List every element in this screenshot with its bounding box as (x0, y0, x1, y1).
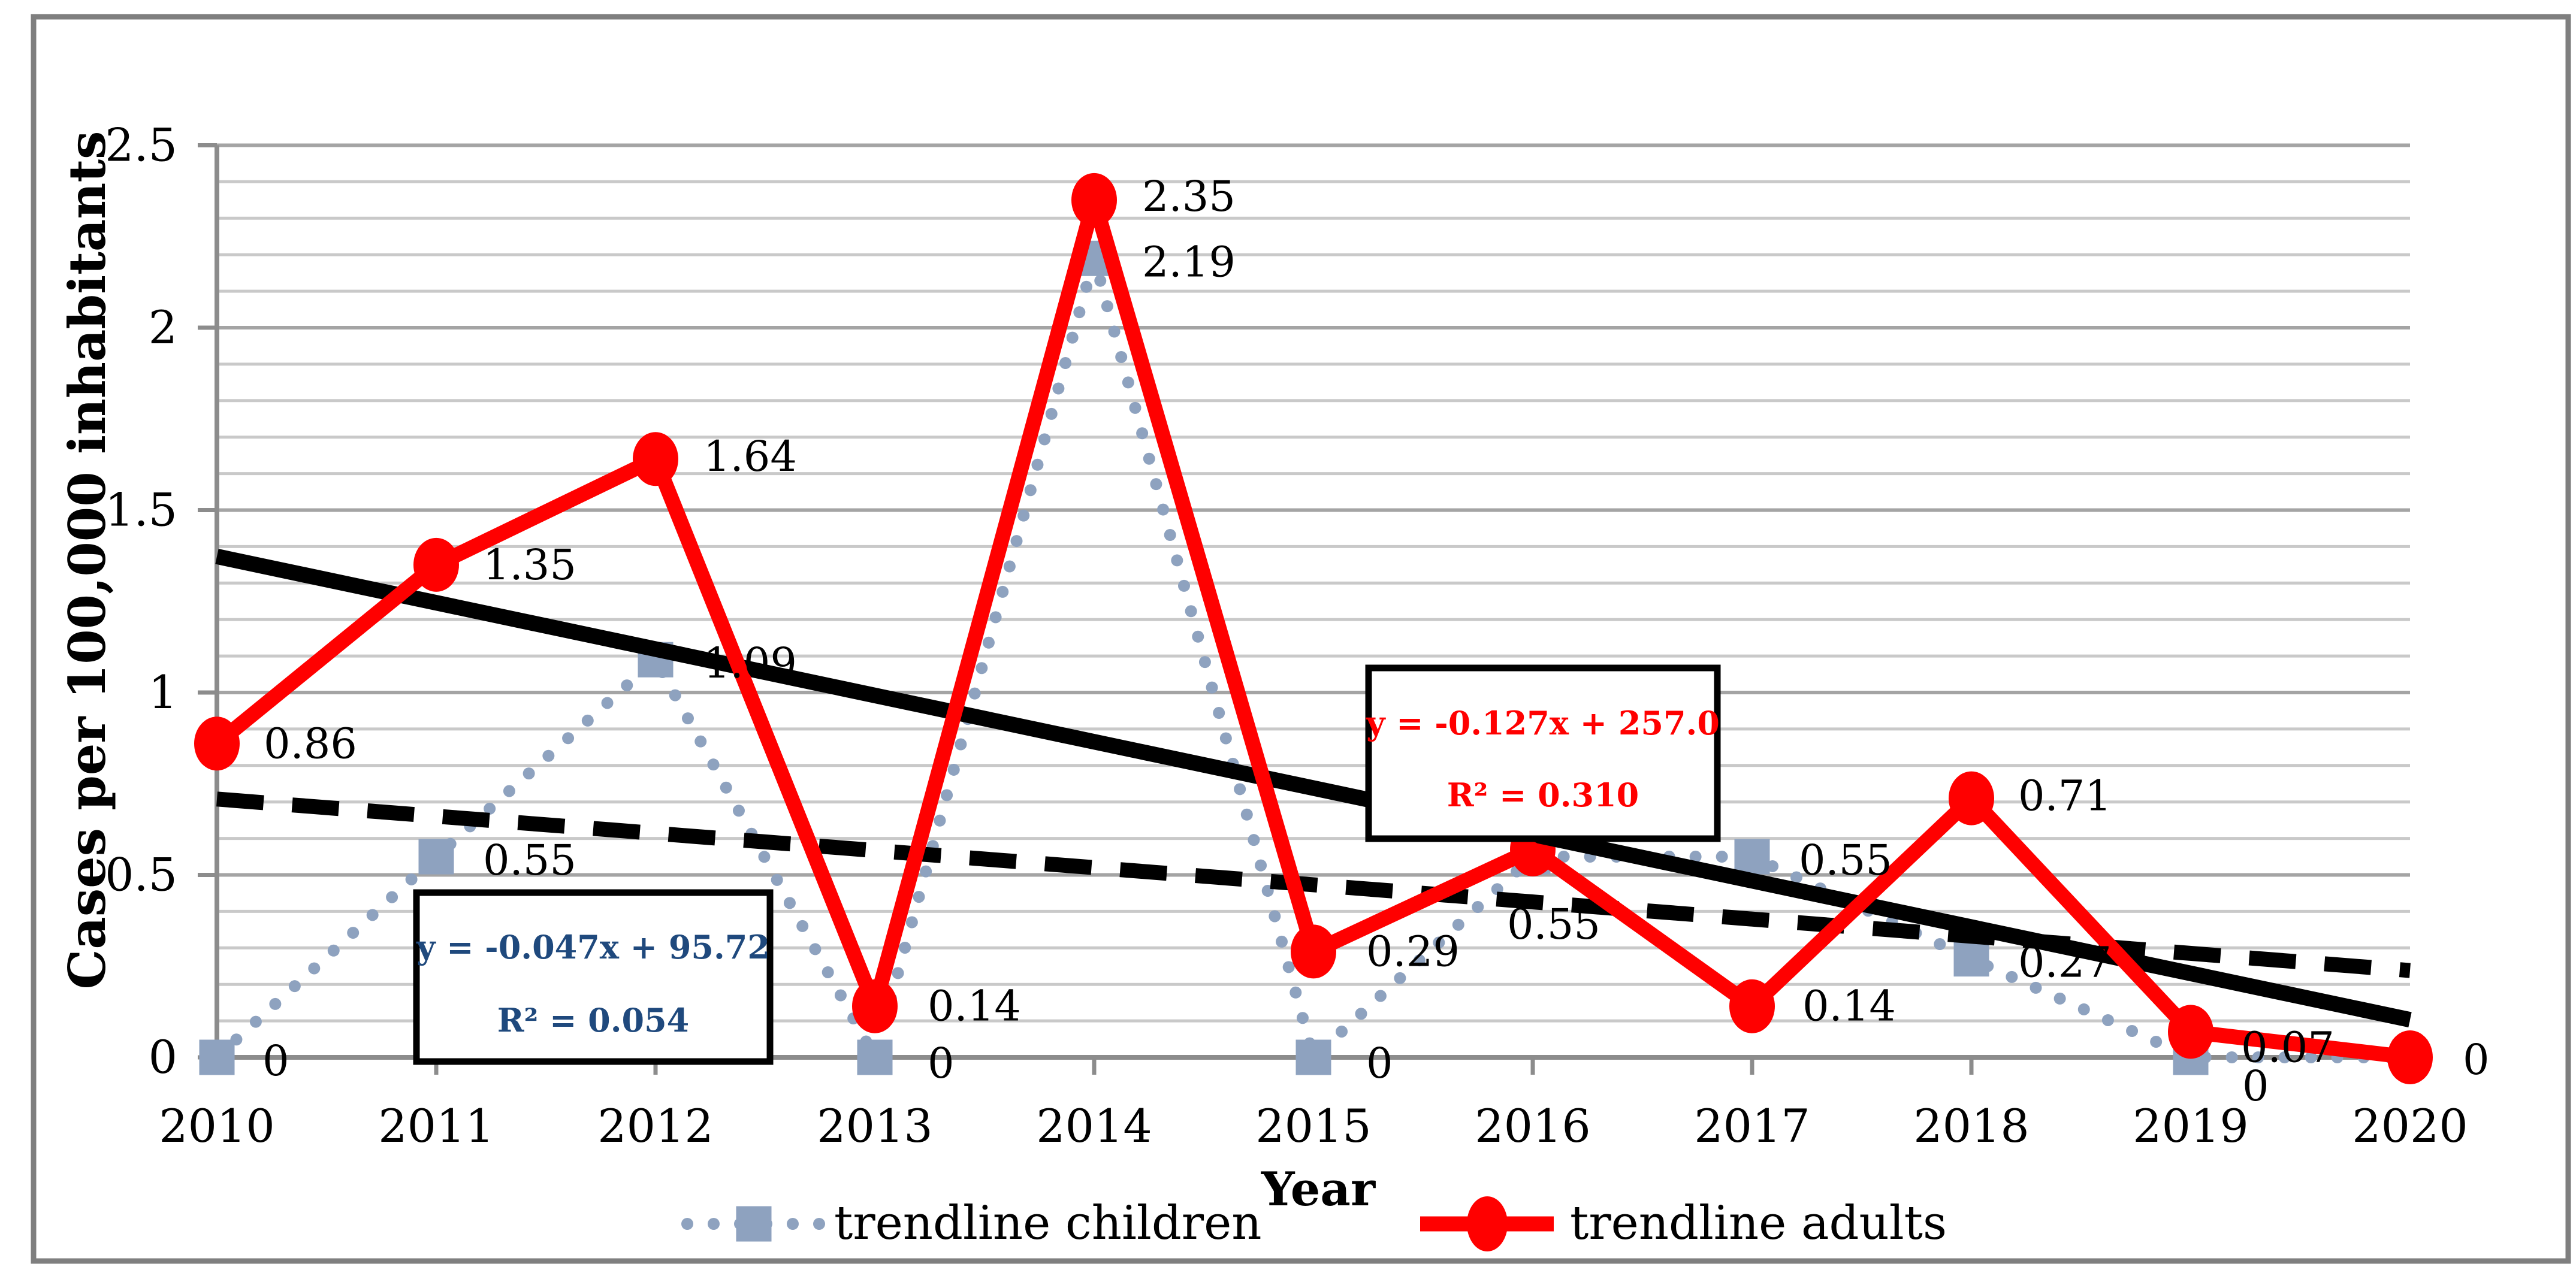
x-tick-label: 2013 (817, 1099, 932, 1153)
adults-data-label: 0.14 (1802, 982, 1896, 1031)
y-tick-label: 0.5 (105, 848, 177, 902)
children-data-label: 0.55 (1799, 836, 1892, 885)
children-data-label: 0.55 (483, 836, 576, 885)
children-data-label: 0.27 (2018, 938, 2112, 987)
adults-data-label: 2.35 (1142, 172, 1236, 221)
legend-adults-marker-icon (1467, 1196, 1508, 1251)
y-tick-label: 1 (149, 666, 177, 719)
children-marker-square (418, 839, 454, 875)
y-tick-label: 2.5 (105, 119, 177, 172)
children-marker-square (199, 1039, 235, 1075)
children-data-label: 2.19 (1142, 237, 1236, 286)
children-data-label: 0 (2242, 1062, 2269, 1111)
adults-data-label: 0.14 (928, 982, 1021, 1031)
y-tick-label: 0 (149, 1030, 177, 1084)
x-tick-label: 2014 (1036, 1099, 1152, 1153)
x-tick-label: 2015 (1255, 1099, 1371, 1153)
children-data-label: 0 (1366, 1039, 1393, 1088)
trendline-equation: y = -0.047x + 95.72 (416, 928, 770, 966)
children-marker-square (1295, 1039, 1331, 1075)
children-marker-square (857, 1039, 893, 1075)
children-marker-square (1734, 839, 1770, 875)
legend-adults-label: trendline adults (1570, 1196, 1947, 1250)
adults-trendline-solid (215, 549, 2412, 1027)
children-data-label: 0.55 (1507, 900, 1600, 949)
x-tick-label: 2018 (1913, 1099, 2029, 1153)
trendline-r-squared: R² = 0.310 (1447, 776, 1639, 814)
trendline-r-squared: R² = 0.054 (497, 1001, 689, 1039)
adults-data-label: 0.07 (2241, 1023, 2335, 1072)
adults-data-label: 0.71 (2018, 772, 2112, 821)
children-data-label: 0 (262, 1036, 289, 1085)
children-data-label: 1.09 (703, 639, 797, 688)
adults-data-label: 1.35 (483, 540, 576, 589)
y-axis-title: Cases per 100,000 inhabitants (58, 131, 117, 990)
figure-border (31, 14, 2571, 1264)
trendline-equation-box (413, 889, 774, 1065)
adults-data-label: 0 (2463, 1035, 2490, 1084)
x-tick-label: 2019 (2133, 1099, 2248, 1153)
x-tick-label: 2011 (378, 1099, 494, 1153)
children-data-label: 0 (928, 1039, 955, 1088)
adults-data-label: 0.29 (1366, 927, 1460, 976)
adults-data-label: 0.86 (264, 719, 357, 768)
y-tick-label: 2 (149, 301, 177, 354)
adults-series-line (212, 192, 2411, 1065)
x-axis-title: Year (1261, 1162, 1376, 1217)
adults-data-label: 1.64 (703, 432, 797, 481)
legend-children-label: trendline children (834, 1196, 1261, 1250)
children-marker-square (1953, 941, 1989, 977)
x-tick-label: 2010 (159, 1099, 274, 1153)
y-tick-label: 1.5 (105, 483, 177, 537)
legend-children-marker-icon (736, 1206, 772, 1242)
trendline-equation: y = -0.127x + 257.0 (1366, 704, 1720, 742)
x-tick-label: 2012 (597, 1099, 713, 1153)
trendline-equation-box (1365, 664, 1721, 842)
x-tick-label: 2017 (1694, 1099, 1810, 1153)
x-tick-label: 2020 (2352, 1099, 2468, 1153)
x-tick-label: 2016 (1475, 1099, 1590, 1153)
